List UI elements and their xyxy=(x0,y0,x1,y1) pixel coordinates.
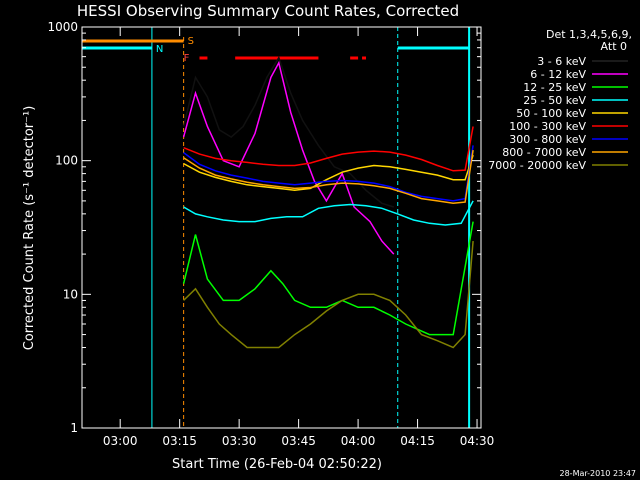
legend-entry-label: 100 - 300 keV xyxy=(509,120,586,133)
x-tick-label: 04:30 xyxy=(460,434,495,448)
series-line-25-50-kev xyxy=(183,200,474,226)
series-line-300-800-kev xyxy=(183,145,474,202)
legend-entry-label: 25 - 50 keV xyxy=(523,94,586,107)
legend-entry-label: 50 - 100 keV xyxy=(516,107,586,120)
x-tick-label: 03:45 xyxy=(281,434,316,448)
plot-frame xyxy=(81,26,482,429)
y-tick-label: 10 xyxy=(63,287,78,301)
flare-flag-label: F xyxy=(184,53,190,64)
legend-entry-label: 7000 - 20000 keV xyxy=(488,159,586,172)
chart-title: HESSI Observing Summary Count Rates, Cor… xyxy=(77,2,459,20)
legend-header-line1: Det 1,3,4,5,6,9, xyxy=(546,28,632,41)
x-axis-label: Start Time (26-Feb-04 02:50:22) xyxy=(172,457,382,472)
series-line-3-6-kev xyxy=(182,55,395,208)
y-axis-label: Corrected Count Rate (s⁻¹ detector⁻¹) xyxy=(22,106,37,351)
legend-entry-label: 6 - 12 keV xyxy=(530,68,586,81)
x-tick-label: 04:15 xyxy=(400,434,435,448)
footer-timestamp: 28-Mar-2010 23:47 xyxy=(560,469,637,478)
legend-entry-label: 3 - 6 keV xyxy=(537,55,586,68)
series-line-50-100-kev xyxy=(183,154,474,192)
y-tick-label: 100 xyxy=(55,154,78,168)
series-line-6-12-kev xyxy=(182,60,395,255)
legend-entry-label: 800 - 7000 keV xyxy=(502,146,586,159)
x-tick-label: 03:15 xyxy=(162,434,197,448)
night-flag-label: N xyxy=(156,44,163,55)
legend-header-line2: Att 0 xyxy=(601,40,627,53)
x-tick-label: 04:00 xyxy=(341,434,376,448)
y-tick-label: 1 xyxy=(70,421,78,435)
series-line-12-25-kev xyxy=(182,221,474,336)
series-line-7000-20000-kev xyxy=(183,241,474,349)
plot-area: S N F 1 10 100 1000 03:00 03:15 03:30 03:45 04:00 04… xyxy=(47,20,494,448)
saa-flag-label: S xyxy=(188,36,194,47)
x-tick-label: 03:00 xyxy=(103,434,138,448)
legend-entry-label: 12 - 25 keV xyxy=(523,81,586,94)
x-tick-label: 03:30 xyxy=(222,434,257,448)
legend-entry-label: 300 - 800 keV xyxy=(509,133,586,146)
series-line-800-7000-kev xyxy=(183,149,474,205)
series-line-100-300-kev xyxy=(183,126,474,172)
y-tick-label: 1000 xyxy=(47,20,78,34)
